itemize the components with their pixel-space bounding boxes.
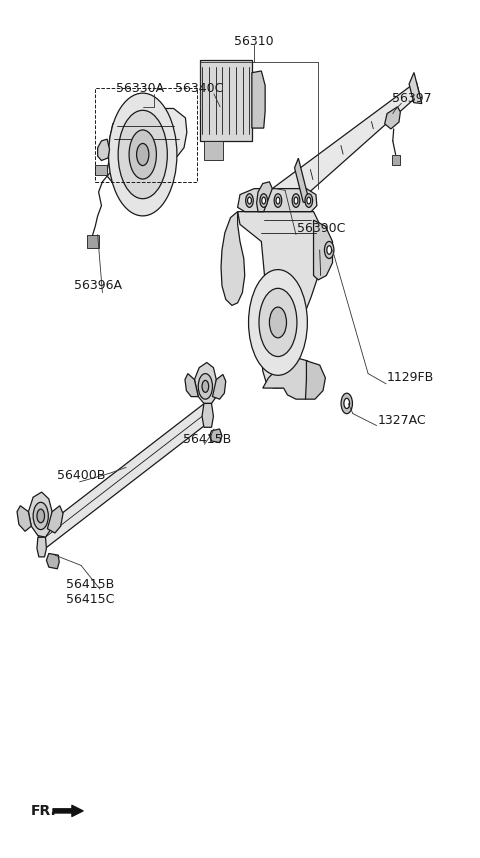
Polygon shape: [28, 492, 52, 537]
Circle shape: [269, 307, 287, 338]
Polygon shape: [252, 71, 265, 128]
Polygon shape: [185, 373, 198, 396]
Polygon shape: [17, 505, 31, 531]
Polygon shape: [262, 82, 420, 227]
Circle shape: [259, 288, 297, 357]
Bar: [96, 165, 107, 175]
Circle shape: [118, 111, 168, 199]
Bar: [96, 88, 197, 182]
Bar: [204, 141, 223, 160]
Circle shape: [292, 194, 300, 208]
Polygon shape: [194, 363, 216, 403]
Text: 1327AC: 1327AC: [378, 414, 426, 427]
Polygon shape: [305, 361, 325, 399]
Polygon shape: [263, 359, 315, 399]
Text: 56340C: 56340C: [176, 82, 224, 94]
Polygon shape: [97, 139, 109, 160]
Circle shape: [341, 393, 352, 414]
Circle shape: [327, 245, 332, 254]
Text: FR.: FR.: [30, 804, 56, 818]
Text: 1129FB: 1129FB: [387, 372, 434, 384]
Polygon shape: [210, 429, 222, 443]
Text: 56415B: 56415B: [66, 577, 115, 590]
Circle shape: [198, 373, 213, 399]
Circle shape: [274, 194, 282, 208]
Circle shape: [276, 197, 280, 204]
Text: 56397: 56397: [392, 92, 432, 105]
Circle shape: [129, 130, 156, 179]
Bar: [87, 235, 99, 248]
Text: 56390C: 56390C: [297, 222, 345, 235]
Circle shape: [249, 269, 307, 375]
Polygon shape: [221, 212, 245, 305]
Circle shape: [108, 94, 177, 216]
Circle shape: [324, 241, 334, 258]
Circle shape: [137, 143, 149, 166]
Polygon shape: [47, 553, 59, 569]
Text: 56310: 56310: [234, 34, 274, 48]
Text: 56415C: 56415C: [66, 593, 115, 606]
Text: 56396A: 56396A: [73, 280, 121, 293]
Bar: [200, 60, 252, 141]
Polygon shape: [106, 108, 187, 182]
Circle shape: [37, 509, 45, 523]
Polygon shape: [313, 221, 333, 280]
Bar: [392, 154, 400, 165]
Polygon shape: [213, 374, 226, 399]
Circle shape: [307, 197, 311, 204]
Circle shape: [294, 197, 298, 204]
Polygon shape: [48, 505, 63, 533]
Circle shape: [202, 380, 209, 392]
Circle shape: [262, 197, 265, 204]
Polygon shape: [257, 182, 272, 212]
Text: 56330A: 56330A: [116, 82, 165, 94]
Polygon shape: [37, 537, 47, 557]
Polygon shape: [384, 106, 400, 129]
Text: 56415B: 56415B: [183, 432, 231, 445]
Polygon shape: [37, 402, 210, 551]
Polygon shape: [409, 72, 422, 104]
Circle shape: [248, 197, 252, 204]
Polygon shape: [295, 158, 310, 203]
Circle shape: [33, 502, 48, 529]
Circle shape: [260, 194, 267, 208]
Polygon shape: [238, 212, 322, 388]
Circle shape: [246, 194, 253, 208]
Circle shape: [344, 398, 349, 408]
Circle shape: [305, 194, 312, 208]
Polygon shape: [202, 403, 214, 427]
Text: 56400B: 56400B: [57, 469, 106, 482]
Polygon shape: [238, 189, 317, 212]
FancyArrowPatch shape: [53, 806, 83, 817]
